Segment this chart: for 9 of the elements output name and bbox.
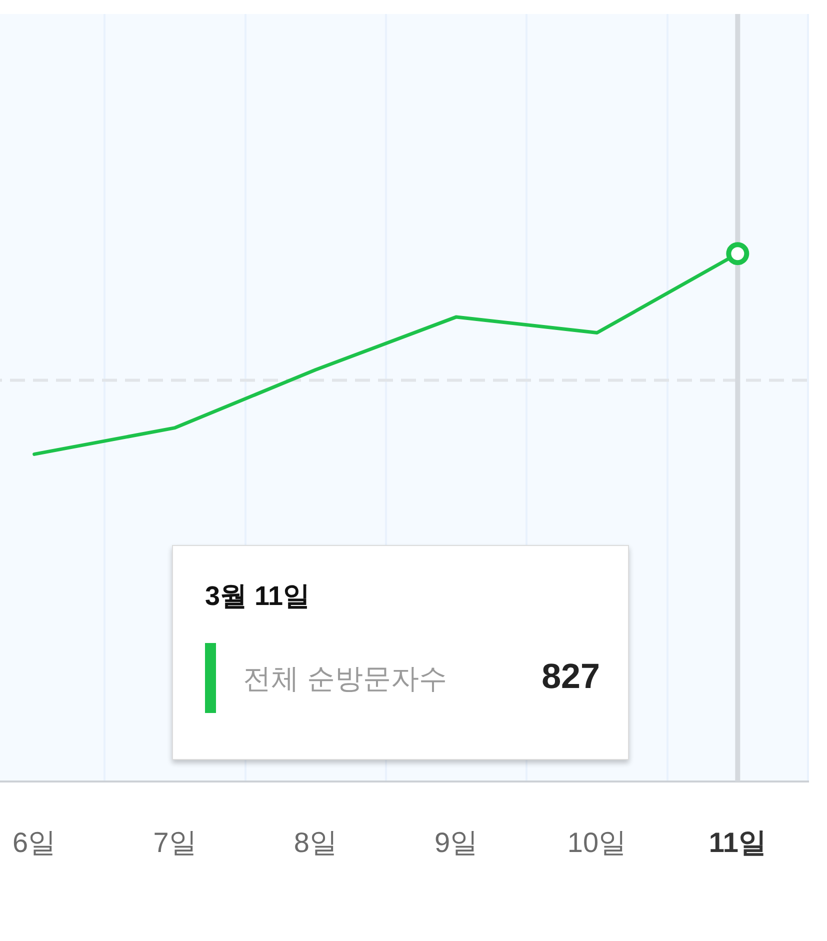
annotation: 3월 11일 [205, 580, 310, 613]
annotation: 827 [542, 657, 600, 697]
x-tick-label: 6일 [12, 826, 56, 858]
x-tick-label: 8일 [294, 826, 338, 858]
tooltip-card: 3월 11일 전체 순방문자수 827 [172, 545, 629, 760]
x-tick-label: 11일 [708, 826, 766, 858]
x-tick-label: 10일 [567, 826, 627, 858]
x-tick-label: 9일 [434, 826, 478, 858]
x-tick-label: 7일 [153, 826, 197, 858]
